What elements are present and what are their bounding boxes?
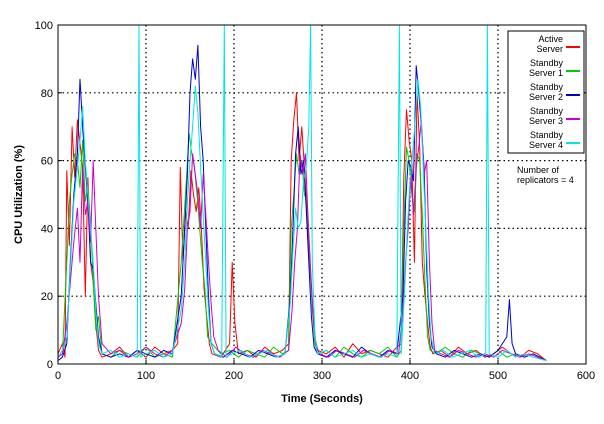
series-lines [57, 24, 547, 362]
y-axis-title: CPU Utilization (%) [13, 145, 25, 244]
x-tick-label: 100 [137, 370, 155, 382]
axis-ticks: 0 100 200 300 400 500 600 0 20 40 60 80 100 [35, 20, 596, 382]
series-line-1 [57, 92, 547, 361]
series-line-4 [57, 119, 547, 362]
series-line-5 [57, 24, 547, 362]
legend-label: Active [538, 34, 563, 44]
legend-label: Standby [530, 58, 564, 68]
x-axis-title: Time (Seconds) [281, 393, 363, 405]
y-tick-label: 80 [41, 88, 53, 100]
annotation-text: replicators = 4 [517, 175, 574, 185]
legend-label: Standby [530, 82, 564, 92]
legend-label: Server 3 [529, 116, 563, 126]
x-tick-label: 0 [55, 370, 61, 382]
x-tick-label: 500 [489, 370, 507, 382]
legend-label: Server 2 [529, 92, 563, 102]
legend-label: Standby [530, 130, 564, 140]
annotation-text: Number of [517, 165, 560, 175]
y-tick-label: 0 [47, 359, 53, 371]
y-tick-label: 40 [41, 223, 53, 235]
legend-label: Standby [530, 106, 564, 116]
y-tick-label: 100 [35, 20, 53, 32]
legend-label: Server 4 [529, 140, 563, 150]
legend-label: Server 1 [529, 68, 563, 78]
series-line-3 [57, 44, 547, 362]
x-tick-label: 400 [401, 370, 419, 382]
y-tick-label: 20 [41, 291, 53, 303]
legend-label: Server [536, 44, 563, 54]
series-line-2 [57, 133, 547, 362]
x-tick-label: 200 [225, 370, 243, 382]
x-tick-label: 300 [313, 370, 331, 382]
legend-box [507, 30, 585, 154]
x-tick-label: 600 [577, 370, 595, 382]
y-tick-label: 60 [41, 156, 53, 168]
